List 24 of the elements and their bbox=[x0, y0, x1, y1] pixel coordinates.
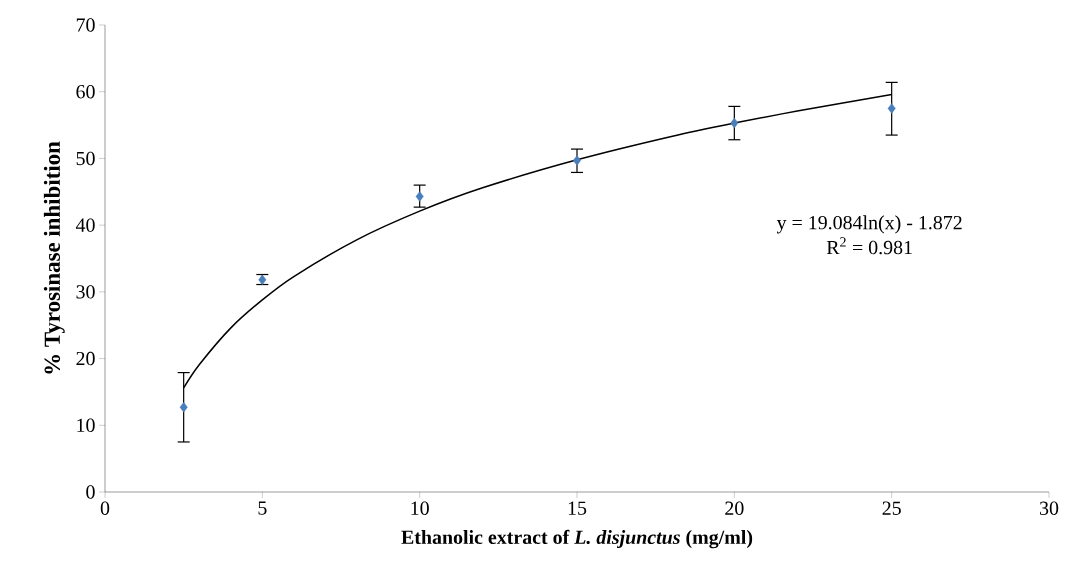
x-tick-label: 5 bbox=[258, 501, 267, 515]
x-axis-title: Ethanolic extract of L. disjunctus (mg/ml) bbox=[401, 529, 753, 549]
point bbox=[730, 117, 739, 129]
x-tick-label: 10 bbox=[411, 501, 429, 515]
point bbox=[887, 103, 896, 114]
y-tick-label: 10 bbox=[77, 418, 95, 432]
y-tick-label: 50 bbox=[76, 151, 95, 166]
y-tick-label: 0 bbox=[86, 485, 95, 499]
x-tick-label: 30 bbox=[1040, 501, 1059, 515]
x-tick-label: 25 bbox=[882, 501, 901, 515]
y-tick-label: 20 bbox=[76, 351, 95, 366]
y-tick-label: 60 bbox=[76, 85, 95, 99]
y-tick-label: 40 bbox=[75, 218, 95, 232]
x-tick-label: 15 bbox=[568, 501, 587, 515]
x-tick-label: 20 bbox=[725, 501, 744, 515]
annotation: R$^{2}$ = 0.981 bbox=[826, 237, 912, 255]
annotation: y = 19.084ln(x) - 1.872 bbox=[776, 215, 962, 234]
point bbox=[573, 155, 581, 166]
y-tick-label: 70 bbox=[76, 18, 95, 32]
y-axis-title: % Tyrosinase inhibition bbox=[43, 141, 65, 374]
x-tick-label: 0 bbox=[100, 501, 110, 515]
y-tick-label: 30 bbox=[76, 285, 95, 299]
point bbox=[415, 191, 424, 202]
point bbox=[179, 402, 188, 413]
